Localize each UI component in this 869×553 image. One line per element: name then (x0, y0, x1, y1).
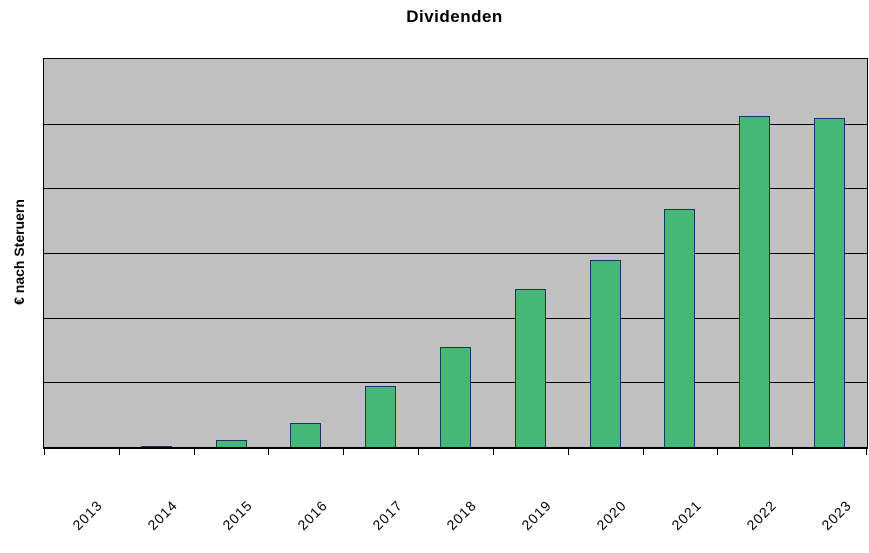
x-tick-label-2017: 2017 (369, 497, 406, 534)
x-tick-mark (792, 449, 793, 455)
bar-2022 (739, 116, 770, 447)
x-tick-mark (493, 449, 494, 455)
x-tick-mark (343, 449, 344, 455)
gridline (44, 123, 867, 125)
x-tick-mark (44, 449, 45, 455)
bar-2023 (814, 118, 845, 447)
y-axis-label: € nach Steruern (11, 199, 28, 305)
x-tick-mark (568, 449, 569, 455)
bar-2017 (365, 386, 396, 447)
gridline (44, 317, 867, 319)
x-tick-mark (418, 449, 419, 455)
bar-2021 (664, 209, 695, 447)
bar-2014 (141, 446, 172, 447)
bar-2015 (216, 440, 247, 447)
y-axis-label-wrap: € nach Steruern (4, 58, 34, 446)
x-tick-mark (119, 449, 120, 455)
bar-2020 (590, 260, 621, 447)
x-tick-label-2015: 2015 (219, 497, 256, 534)
x-tick-label-2018: 2018 (443, 497, 480, 534)
bar-2019 (515, 289, 546, 447)
x-tick-mark (268, 449, 269, 455)
plot-area (43, 58, 868, 455)
x-axis-labels: 2013 2014 2015 2016 2017 2018 2019 2020 2021 2022… (43, 497, 866, 553)
gridline (44, 188, 867, 190)
bar-2018 (440, 347, 471, 447)
x-tick-label-2021: 2021 (668, 497, 705, 534)
x-tick-label-2013: 2013 (69, 497, 106, 534)
x-tick-label-2020: 2020 (593, 497, 630, 534)
x-tick-label-2022: 2022 (743, 497, 780, 534)
x-tick-label-2014: 2014 (144, 497, 181, 534)
gridline (44, 253, 867, 254)
x-tick-label-2016: 2016 (294, 497, 331, 534)
x-tick-mark (717, 449, 718, 455)
bar-2016 (290, 423, 321, 447)
x-tick-mark (866, 449, 867, 455)
x-tick-label-2019: 2019 (518, 497, 555, 534)
x-tick-mark (643, 449, 644, 455)
chart-title: Dividenden (406, 7, 503, 26)
x-tick-label-2023: 2023 (818, 497, 855, 534)
x-tick-mark (194, 449, 195, 455)
